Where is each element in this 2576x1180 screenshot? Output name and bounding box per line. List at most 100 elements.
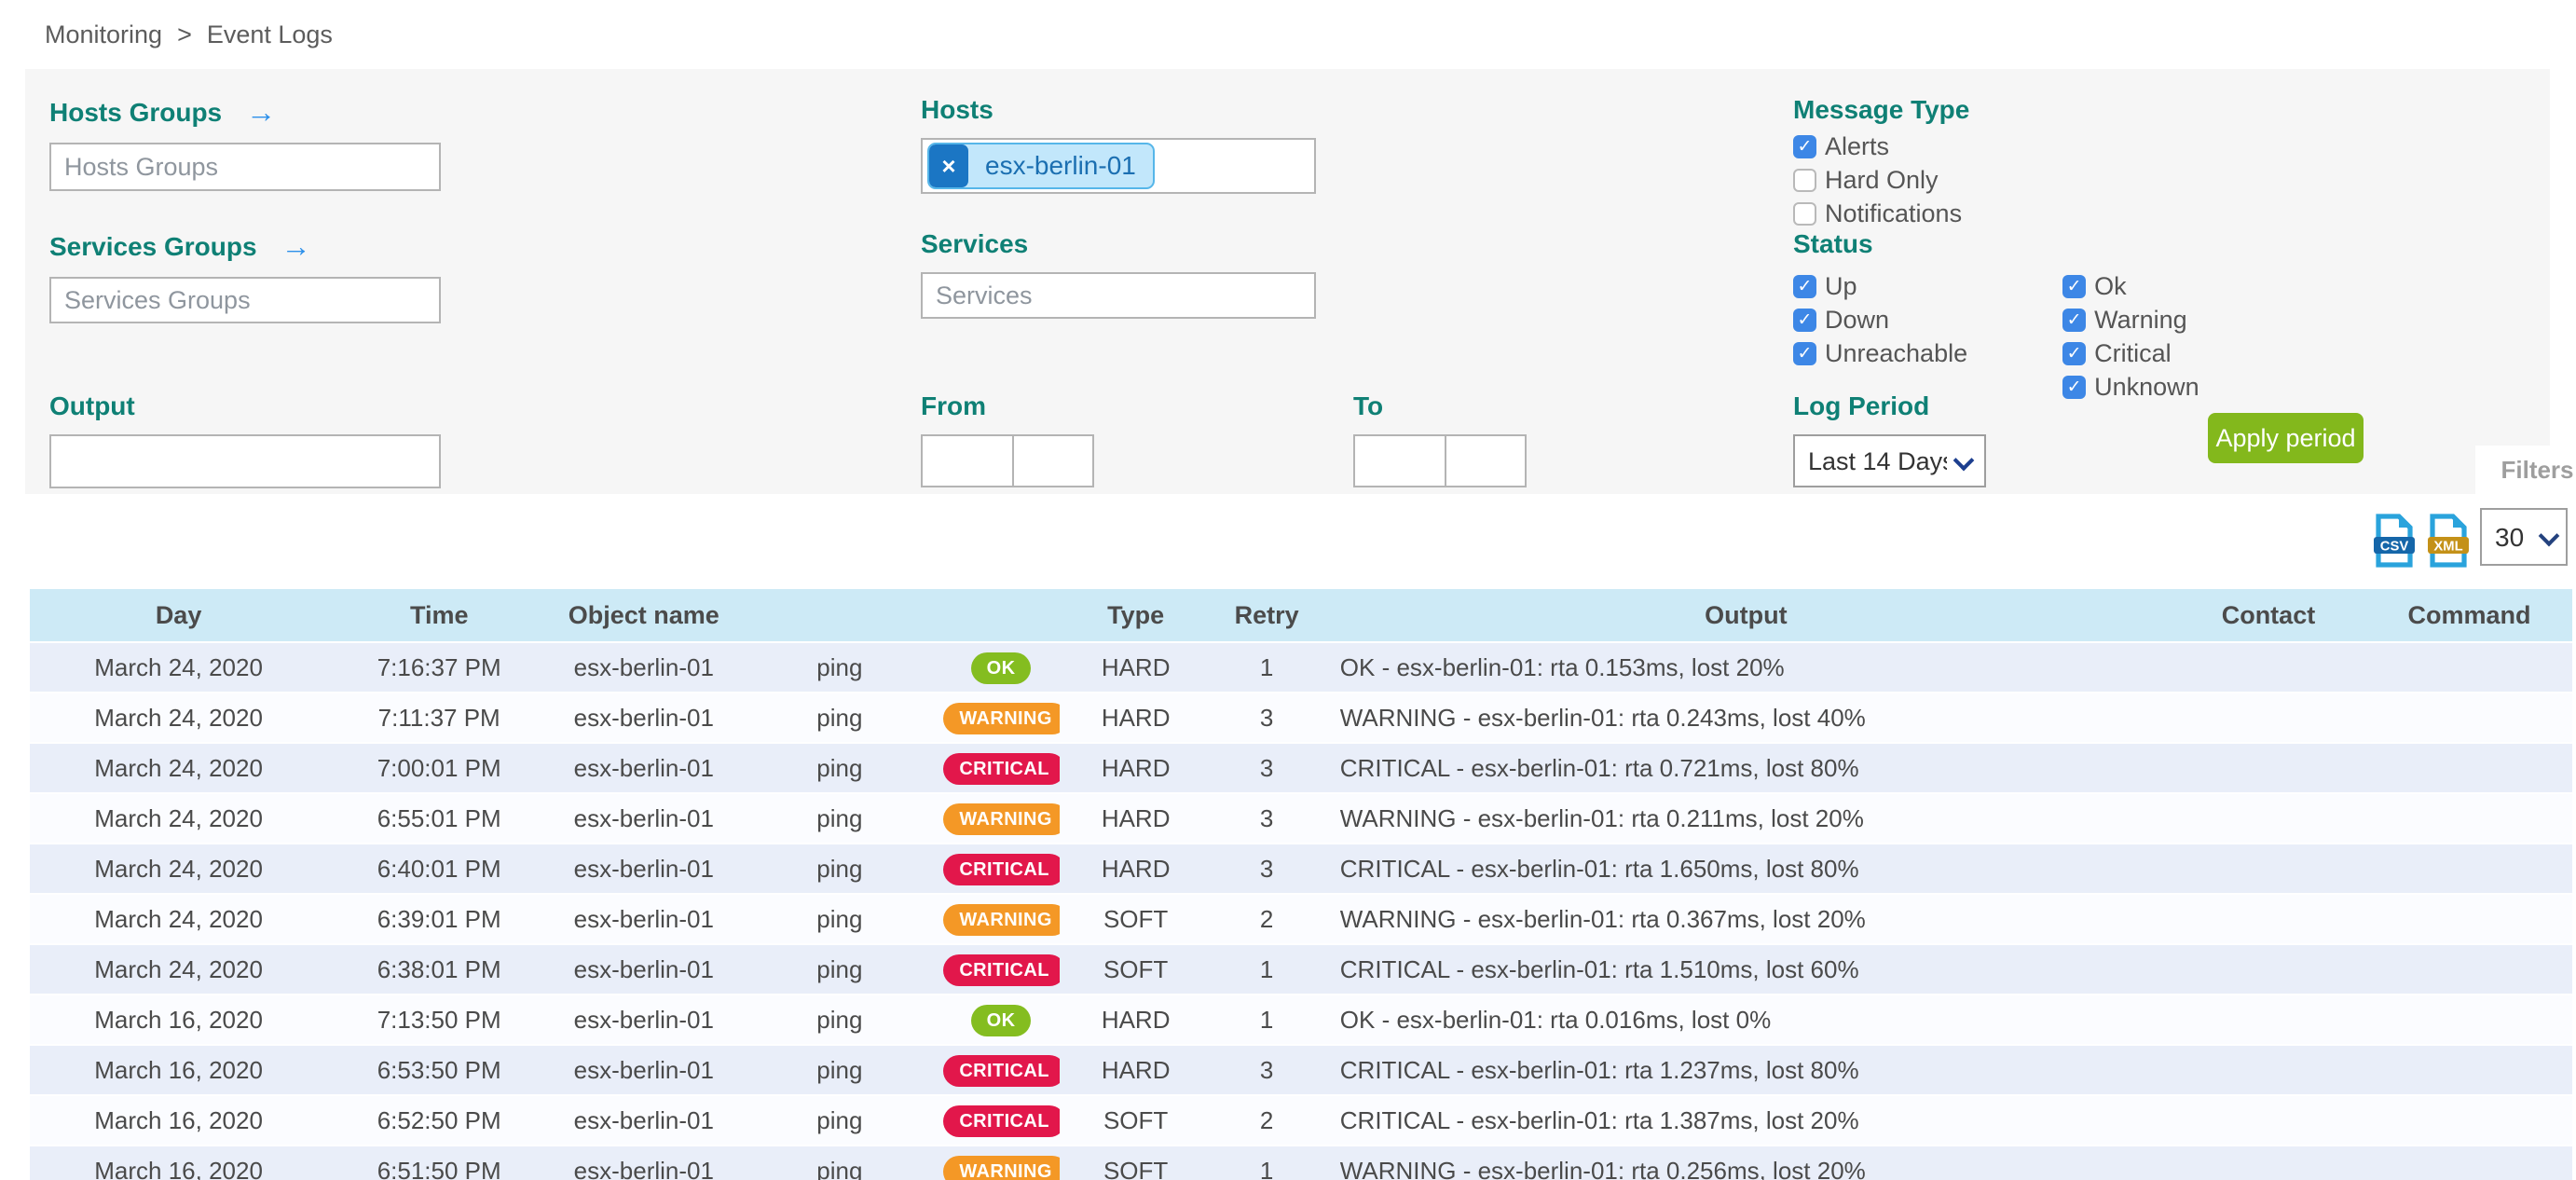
to-label: To bbox=[1353, 391, 1527, 421]
cell-time: 6:38:01 PM bbox=[327, 944, 552, 995]
page-size-select[interactable]: 30 bbox=[2480, 508, 2568, 566]
breadcrumb-separator: > bbox=[177, 21, 192, 48]
cell-object-name: esx-berlin-01 bbox=[551, 1095, 737, 1146]
cell-contact bbox=[2170, 1146, 2366, 1180]
checkbox-label: Notifications bbox=[1825, 199, 1963, 227]
from-time-input[interactable] bbox=[1012, 434, 1094, 487]
cell-time: 6:40:01 PM bbox=[327, 844, 552, 895]
checkbox[interactable] bbox=[1793, 168, 1816, 192]
checkbox-option[interactable]: Ok bbox=[2062, 272, 2199, 300]
cell-status: WARNING bbox=[942, 793, 1060, 844]
hosts-input[interactable]: × esx-berlin-01 bbox=[921, 138, 1316, 194]
checkbox[interactable] bbox=[1793, 341, 1816, 365]
cell-object-name: esx-berlin-01 bbox=[551, 642, 737, 693]
checkbox-option[interactable]: Critical bbox=[2062, 339, 2199, 367]
from-label-text: From bbox=[921, 391, 986, 420]
checkbox[interactable] bbox=[1793, 134, 1816, 158]
services-label: Services bbox=[921, 229, 1316, 259]
checkbox[interactable] bbox=[1793, 201, 1816, 226]
checkbox-label: Critical bbox=[2094, 338, 2172, 367]
arrow-right-icon[interactable]: → bbox=[246, 95, 277, 129]
checkbox-option[interactable]: Down bbox=[1793, 306, 1967, 334]
cell-check: ping bbox=[736, 995, 943, 1046]
cell-time: 7:00:01 PM bbox=[327, 743, 552, 794]
checkbox-option[interactable]: Up bbox=[1793, 272, 1967, 300]
arrow-right-icon[interactable]: → bbox=[281, 229, 311, 263]
cell-object-name: esx-berlin-01 bbox=[551, 743, 737, 794]
hosts-groups-input[interactable] bbox=[49, 143, 441, 191]
checkbox-option[interactable]: Notifications bbox=[1793, 199, 1969, 227]
filters-tab[interactable]: Filters bbox=[2475, 446, 2576, 494]
services-input[interactable] bbox=[921, 272, 1316, 319]
cell-command bbox=[2365, 1146, 2572, 1180]
checkbox[interactable] bbox=[2062, 341, 2087, 365]
services-groups-group: Services Groups → bbox=[49, 229, 441, 323]
table-row: March 24, 2020 7:00:01 PM esx-berlin-01 … bbox=[30, 743, 2572, 794]
checkbox-label: Down bbox=[1825, 305, 1890, 334]
status-badge: WARNING bbox=[943, 702, 1060, 734]
hosts-label-text: Hosts bbox=[921, 95, 993, 124]
table-body: March 24, 2020 7:16:37 PM esx-berlin-01 … bbox=[30, 642, 2572, 1180]
message-type-label: Message Type bbox=[1793, 95, 1969, 125]
cell-retry: 3 bbox=[1212, 793, 1322, 844]
cell-command bbox=[2365, 1095, 2572, 1146]
log-period-select[interactable]: Last 14 Days bbox=[1793, 434, 1986, 487]
log-period-select-wrap: Last 14 Days bbox=[1793, 434, 1986, 487]
cell-type: HARD bbox=[1059, 793, 1213, 844]
cell-check: ping bbox=[736, 894, 943, 945]
output-label: Output bbox=[49, 391, 441, 421]
apply-period-button[interactable]: Apply period bbox=[2208, 413, 2364, 463]
cell-retry: 1 bbox=[1212, 1146, 1322, 1180]
cell-retry: 1 bbox=[1212, 642, 1322, 693]
cell-object-name: esx-berlin-01 bbox=[551, 1045, 737, 1096]
checkbox-option[interactable]: Warning bbox=[2062, 306, 2199, 334]
cell-check: ping bbox=[736, 642, 943, 693]
cell-check: ping bbox=[736, 1095, 943, 1146]
cell-type: HARD bbox=[1059, 743, 1213, 794]
to-date-input[interactable] bbox=[1353, 434, 1446, 487]
hosts-group: Hosts × esx-berlin-01 bbox=[921, 95, 1316, 194]
output-input[interactable] bbox=[49, 434, 441, 488]
cell-output: CRITICAL - esx-berlin-01: rta 1.387ms, l… bbox=[1321, 1095, 2171, 1146]
checkbox[interactable] bbox=[2062, 375, 2087, 399]
cell-day: March 16, 2020 bbox=[30, 1045, 328, 1096]
checkbox[interactable] bbox=[2062, 308, 2087, 332]
from-date-input[interactable] bbox=[921, 434, 1014, 487]
cell-type: HARD bbox=[1059, 1045, 1213, 1096]
xml-export-icon[interactable]: XML bbox=[2426, 514, 2471, 568]
cell-day: March 16, 2020 bbox=[30, 1095, 328, 1146]
output-label-text: Output bbox=[49, 391, 135, 420]
cell-output: OK - esx-berlin-01: rta 0.016ms, lost 0% bbox=[1321, 995, 2171, 1046]
cell-day: March 16, 2020 bbox=[30, 1146, 328, 1180]
cell-output: CRITICAL - esx-berlin-01: rta 1.237ms, l… bbox=[1321, 1045, 2171, 1096]
services-groups-input[interactable] bbox=[49, 277, 441, 323]
table-row: March 24, 2020 6:40:01 PM esx-berlin-01 … bbox=[30, 844, 2572, 895]
checkbox-option[interactable]: Unknown bbox=[2062, 373, 2199, 401]
host-chip[interactable]: × esx-berlin-01 bbox=[927, 143, 1155, 189]
checkbox-option[interactable]: Unreachable bbox=[1793, 339, 1967, 367]
cell-check: ping bbox=[736, 743, 943, 794]
cell-status: WARNING bbox=[942, 693, 1060, 744]
checkbox[interactable] bbox=[2062, 274, 2087, 298]
cell-retry: 1 bbox=[1212, 944, 1322, 995]
table-row: March 24, 2020 6:39:01 PM esx-berlin-01 … bbox=[30, 894, 2572, 945]
export-toolbar: CSV XML 30 bbox=[2372, 508, 2568, 568]
hosts-groups-group: Hosts Groups → bbox=[49, 95, 441, 191]
status-badge: CRITICAL bbox=[943, 853, 1060, 885]
cell-time: 6:39:01 PM bbox=[327, 894, 552, 945]
cell-retry: 3 bbox=[1212, 1045, 1322, 1096]
checkbox-option[interactable]: Hard Only bbox=[1793, 166, 1969, 194]
col-status bbox=[942, 589, 1060, 643]
checkbox[interactable] bbox=[1793, 308, 1816, 332]
breadcrumb-event-logs[interactable]: Event Logs bbox=[206, 21, 333, 48]
breadcrumb-monitoring[interactable]: Monitoring bbox=[45, 21, 163, 48]
checkbox-option[interactable]: Alerts bbox=[1793, 132, 1969, 160]
csv-export-icon[interactable]: CSV bbox=[2372, 514, 2417, 568]
col-day: Day bbox=[30, 589, 328, 643]
services-label-text: Services bbox=[921, 229, 1029, 258]
checkbox[interactable] bbox=[1793, 274, 1816, 298]
chip-remove-icon[interactable]: × bbox=[929, 144, 968, 187]
cell-status: CRITICAL bbox=[942, 1045, 1060, 1096]
to-time-input[interactable] bbox=[1445, 434, 1527, 487]
hosts-label: Hosts bbox=[921, 95, 1316, 125]
